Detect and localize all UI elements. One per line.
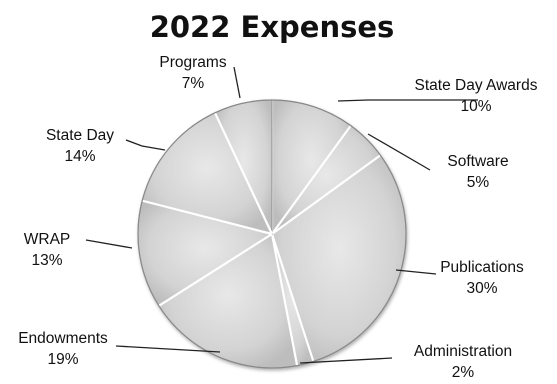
leader-line bbox=[85, 239, 133, 249]
slice-label-name: State Day bbox=[46, 127, 114, 144]
leader-line bbox=[115, 345, 221, 353]
slice-label-percent: 19% bbox=[47, 351, 78, 368]
slice-label-percent: 2% bbox=[452, 364, 475, 381]
slice-labels: State Day Awards 10% Software 5% Publication… bbox=[18, 54, 538, 381]
slice-label-percent: 5% bbox=[467, 174, 490, 191]
slice-label-percent: 13% bbox=[31, 252, 62, 269]
slice-separator bbox=[271, 154, 382, 235]
leader-line bbox=[367, 133, 431, 171]
slice-label-name: Publications bbox=[440, 259, 524, 276]
chart-title: 2022 Expenses bbox=[150, 10, 395, 44]
leader-line bbox=[395, 269, 437, 275]
slice-separator bbox=[270, 233, 299, 366]
slice-label-percent: 14% bbox=[64, 148, 95, 165]
leader-lines bbox=[85, 66, 478, 364]
leader-line bbox=[299, 357, 393, 364]
slice-separator bbox=[271, 124, 352, 235]
leader-line bbox=[337, 99, 478, 102]
slice-label-name: Endowments bbox=[18, 330, 108, 347]
slice-label-percent: 30% bbox=[466, 280, 497, 297]
leader-line bbox=[233, 66, 241, 99]
slice-label-name: Administration bbox=[414, 343, 512, 360]
slice-label-name: Programs bbox=[159, 54, 226, 71]
slice-separator bbox=[141, 199, 273, 236]
slice-label-name: Software bbox=[447, 153, 508, 170]
slice-separator bbox=[158, 233, 273, 307]
slice-label-name: State Day Awards bbox=[415, 77, 538, 94]
slice-label-name: WRAP bbox=[24, 231, 71, 248]
pie-rim bbox=[137, 99, 407, 369]
slice-separator bbox=[213, 112, 273, 235]
pie-slices bbox=[137, 99, 407, 369]
slice-separator bbox=[270, 233, 315, 362]
slice-label-percent: 10% bbox=[460, 98, 491, 115]
slice-label-percent: 7% bbox=[182, 75, 205, 92]
leader-line bbox=[125, 139, 166, 151]
